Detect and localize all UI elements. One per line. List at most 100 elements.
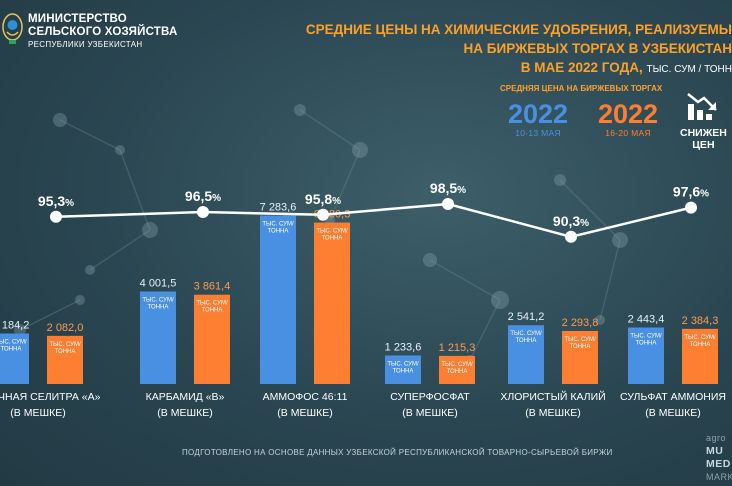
bar-unit-line2-s1-4: ТОННА	[516, 338, 537, 344]
legend-period-2: 2022 16-20 МАЯ	[598, 100, 658, 139]
ratio-label-1: 96,5%	[185, 188, 221, 204]
bar-value-label-s2-5: 2 384,3	[682, 315, 719, 327]
ministry-line1: МИНИСТЕРСТВО	[28, 13, 127, 25]
bar-unit-line2-s2-4: ТОННА	[570, 344, 591, 350]
ratio-label-2: 95,8%	[305, 191, 341, 207]
legend-decrease: СНИЖЕН ЦЕН	[680, 90, 727, 151]
bar-unit-line2-s2-5: ТОННА	[690, 342, 711, 348]
bar-value-label-s1-4: 2 541,2	[508, 311, 545, 323]
category-label-0: МИАЧНАЯ СЕЛИТРА «А»	[0, 391, 101, 403]
ministry-name: МИНИСТЕРСТВО СЕЛЬСКОГО ХОЗЯЙСТВА РЕСПУБЛ…	[28, 13, 177, 50]
ratio-point-3	[442, 198, 454, 210]
ratio-point-2	[317, 208, 329, 221]
ratio-label-suffix-2: %	[332, 196, 341, 207]
bar-unit-line2-s1-2: ТОННА	[268, 229, 289, 235]
category-sub-label-1: (В МЕШКЕ)	[157, 407, 212, 419]
bar-unit-line1-s1-5: ТЫС. СУМ/	[630, 333, 662, 339]
bar-s1-1	[140, 291, 176, 384]
category-sub-label-2: (В МЕШКЕ)	[277, 407, 332, 419]
bar-unit-line1-s2-3: ТЫС. СУМ/	[441, 362, 473, 368]
bar-unit-line1-s1-3: ТЫС. СУМ/	[387, 361, 419, 367]
ministry-line3: РЕСПУБЛИКИ УЗБЕКИСТАН	[28, 40, 143, 49]
ratio-label-suffix-0: %	[65, 198, 74, 209]
bar-value-label-s1-0: 2 184,2	[0, 319, 29, 331]
footer-source: ПОДГОТОВЛЕНО НА ОСНОВЕ ДАННЫХ УЗБЕКСКОЙ …	[182, 448, 613, 457]
bar-unit-line2-s2-2: ТОННА	[322, 236, 343, 242]
bar-s2-1	[194, 294, 230, 384]
bar-unit-line1-s1-0: ТЫС. СУМ/	[0, 339, 27, 345]
category-label-3: СУПЕРФОСФАТ	[390, 391, 470, 403]
bar-value-label-s1-1: 4 001,5	[140, 277, 177, 289]
bar-value-label-s1-5: 2 443,4	[628, 313, 665, 325]
bar-s1-0	[0, 333, 29, 384]
ratio-label-suffix-3: %	[457, 185, 466, 196]
bar-unit-line1-s2-5: ТЫС. СУМ/	[684, 335, 716, 341]
bar-value-label-s2-4: 2 293,8	[562, 317, 599, 329]
ratio-point-1	[197, 206, 209, 218]
watermark-line4: MARK	[706, 472, 732, 482]
uzbekistan-emblem-icon	[2, 13, 23, 44]
bar-s1-4	[508, 325, 544, 384]
bar-s2-3	[439, 355, 475, 384]
legend-period-2-dates: 16-20 МАЯ	[605, 128, 651, 138]
bar-unit-line2-s1-3: ТОННА	[393, 368, 414, 374]
bar-unit-line1-s2-0: ТЫС. СУМ/	[49, 342, 81, 348]
page-title: СРЕДНИЕ ЦЕНЫ НА ХИМИЧЕСКИЕ УДОБРЕНИЯ, РЕ…	[262, 20, 732, 79]
title-line3: В МАЕ 2022 ГОДА, ТЫС. СУМ / ТОНН	[262, 58, 732, 79]
bar-unit-line1-s2-2: ТЫС. СУМ/	[316, 229, 348, 235]
watermark-line3: MED	[706, 458, 731, 470]
category-label-5: СУЛЬФАТ АММОНИЯ	[620, 391, 726, 403]
bar-unit-line1-s1-4: ТЫС. СУМ/	[510, 331, 542, 337]
bar-s1-2	[260, 215, 296, 384]
bar-unit-line2-s2-0: ТОННА	[55, 349, 76, 355]
ratio-label-suffix-1: %	[212, 193, 221, 204]
category-label-4: ХЛОРИСТЫЙ КАЛИЙ	[500, 390, 605, 403]
category-sub-label-5: (В МЕШКЕ)	[645, 407, 700, 419]
ratio-label-suffix-5: %	[700, 189, 709, 200]
category-label-2: АММОФОС 46:11	[263, 391, 348, 403]
legend-period-2-year: 2022	[598, 99, 659, 129]
legend-period-1-year: 2022	[508, 99, 569, 129]
bar-unit-line2-s2-1: ТОННА	[202, 308, 223, 314]
watermark-line1: agro	[706, 433, 727, 443]
title-unit: ТЫС. СУМ / ТОНН	[646, 64, 732, 75]
bar-value-label-s2-0: 2 082,0	[47, 322, 84, 334]
category-sub-label-3: (В МЕШКЕ)	[402, 407, 457, 419]
ratio-point-4	[565, 230, 577, 243]
ratio-label-suffix-4: %	[580, 218, 589, 229]
ratio-label-3: 98,5%	[430, 180, 466, 196]
bar-unit-line2-s1-1: ТОННА	[148, 304, 169, 310]
bar-unit-line2-s2-3: ТОННА	[447, 369, 468, 375]
bar-s2-0	[47, 335, 83, 384]
ratio-label-0: 95,3%	[38, 193, 74, 209]
bar-value-label-s2-3: 1 215,3	[439, 342, 476, 354]
category-label-1: КАРБАМИД «В»	[146, 391, 225, 403]
bar-value-label-s2-1: 3 861,4	[194, 281, 231, 293]
bar-unit-line1-s2-1: ТЫС. СУМ/	[196, 301, 228, 307]
bar-unit-line2-s1-0: ТОННА	[1, 346, 22, 352]
ratio-line	[55, 202, 692, 239]
bar-s1-5	[628, 327, 664, 384]
title-line2: НА БИРЖЕВЫХ ТОРГАХ В УЗБЕКИСТАН	[463, 41, 732, 56]
bar-unit-line1-s2-4: ТЫС. СУМ/	[564, 337, 596, 343]
watermark: agro MU MED MARK	[706, 432, 732, 484]
ratio-point-5	[685, 201, 697, 214]
bar-s1-3	[385, 355, 421, 384]
watermark-line2: MU	[706, 445, 724, 457]
bar-unit-line1-s1-2: ТЫС. СУМ/	[262, 222, 294, 228]
legend-decrease-line1: СНИЖЕН	[680, 127, 727, 139]
legend-period-1-dates: 10-13 МАЯ	[515, 128, 561, 138]
bar-s2-5	[682, 328, 718, 384]
title-line3-text: В МАЕ 2022 ГОДА,	[520, 60, 643, 75]
category-sub-label-4: (В МЕШКЕ)	[525, 407, 580, 419]
title-line1: СРЕДНИЕ ЦЕНЫ НА ХИМИЧЕСКИЕ УДОБРЕНИЯ, РЕ…	[305, 22, 732, 37]
legend-decrease-line2: ЦЕН	[692, 139, 715, 151]
category-sub-label-0: (В МЕШКЕ)	[10, 407, 65, 419]
bar-s2-2	[314, 222, 350, 384]
ratio-label-4: 90,3%	[553, 213, 589, 229]
bar-unit-line2-s1-5: ТОННА	[636, 340, 657, 346]
legend-subtitle: СРЕДНЯЯ ЦЕНА НА БИРЖЕВЫХ ТОРГАХ	[500, 84, 663, 93]
ratio-point-0	[50, 210, 62, 223]
